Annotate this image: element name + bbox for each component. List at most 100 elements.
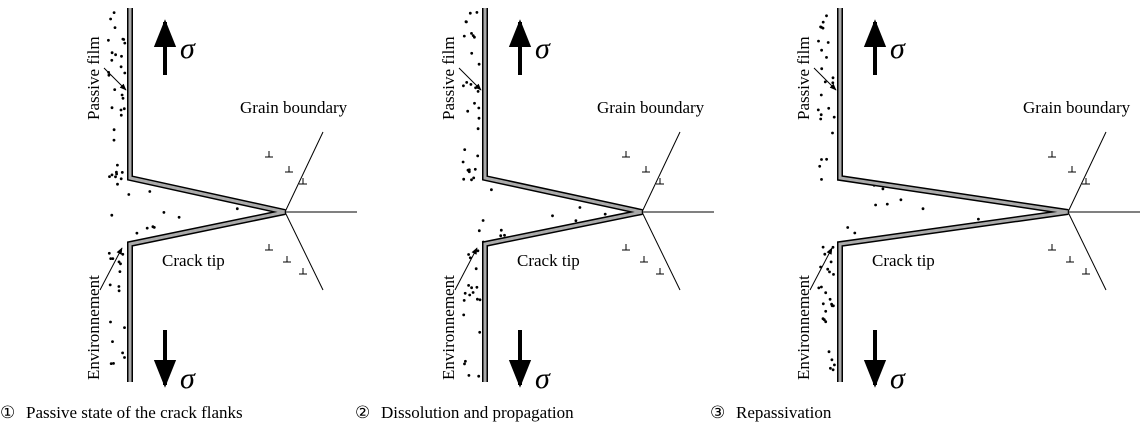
dot (110, 106, 114, 110)
dislocation (1082, 178, 1090, 185)
dot (478, 330, 482, 334)
dot (477, 374, 481, 378)
dot (824, 320, 828, 324)
dot (820, 48, 823, 52)
dislocation (283, 256, 291, 263)
dot (477, 106, 481, 110)
dot (111, 340, 114, 343)
dot (476, 297, 479, 301)
dot (122, 38, 126, 41)
dot (474, 86, 477, 90)
dot (490, 188, 493, 192)
grain-boundary-label: Grain boundary (597, 98, 705, 117)
dot (831, 81, 835, 85)
dot (117, 260, 121, 264)
dot (109, 17, 112, 21)
dot (831, 368, 835, 372)
dot (467, 284, 470, 287)
dot (499, 234, 503, 238)
dot (832, 273, 835, 276)
dot (821, 26, 825, 30)
dot (462, 313, 466, 317)
dot (475, 11, 479, 14)
dislocation (1048, 151, 1056, 158)
dot (119, 108, 123, 112)
environment-label: Environnement (794, 275, 813, 380)
dot (117, 285, 121, 288)
dot (107, 73, 111, 77)
dot (578, 206, 582, 209)
dot (822, 318, 826, 322)
dot (503, 233, 506, 237)
dot (108, 283, 112, 287)
dot (462, 84, 465, 88)
dot (469, 83, 473, 86)
caption-number: ② (355, 403, 370, 422)
environment-label: Environnement (439, 275, 458, 380)
dot (462, 34, 466, 38)
dot (473, 35, 476, 39)
passive-film (128, 8, 286, 382)
dot (833, 363, 836, 367)
dot (115, 170, 118, 174)
dot (832, 304, 835, 308)
dot (829, 366, 832, 370)
dot (819, 117, 823, 121)
dislocation (640, 256, 648, 263)
dot (830, 358, 834, 362)
dot (470, 286, 473, 290)
dot (471, 291, 475, 294)
sigma-label: σ (180, 362, 196, 395)
sigma-label: σ (890, 362, 906, 395)
dot (114, 53, 117, 57)
dot (823, 80, 827, 84)
dot (113, 26, 117, 29)
dot (823, 252, 827, 256)
dot (462, 177, 466, 181)
dot (831, 131, 834, 135)
dot (820, 158, 823, 161)
dot (472, 176, 476, 180)
dot (114, 175, 117, 179)
dot (464, 359, 467, 363)
dot (828, 297, 832, 301)
dot (145, 226, 149, 230)
dot (235, 207, 239, 211)
dot (120, 171, 124, 174)
passive-film-label: Passive film (794, 36, 813, 120)
dot (468, 293, 472, 297)
dot (476, 90, 480, 93)
dot (470, 32, 473, 35)
dot (120, 93, 124, 97)
dot (116, 182, 119, 186)
dot (825, 56, 828, 59)
dot (119, 65, 123, 69)
dot (824, 309, 828, 313)
dot (467, 253, 470, 256)
dot (477, 62, 481, 66)
sigma-label: σ (535, 32, 551, 65)
dot (821, 245, 825, 249)
dot (108, 175, 111, 179)
dot (899, 198, 903, 202)
dot (465, 81, 469, 84)
dislocation (656, 178, 664, 185)
dot (109, 362, 113, 365)
dot (846, 226, 850, 229)
dot (826, 41, 830, 44)
dot (122, 107, 126, 111)
dot (473, 167, 477, 171)
dot (119, 262, 122, 266)
dislocation (1048, 244, 1056, 251)
grain-boundary-line (284, 131, 324, 213)
dot (853, 231, 857, 235)
pointer (103, 67, 127, 91)
grain-boundary-line (284, 211, 324, 291)
dot (977, 217, 980, 221)
dot (110, 58, 114, 62)
dot (123, 326, 126, 329)
dot (110, 213, 114, 217)
dot (123, 356, 126, 359)
dot (818, 164, 822, 168)
dot (478, 298, 482, 302)
